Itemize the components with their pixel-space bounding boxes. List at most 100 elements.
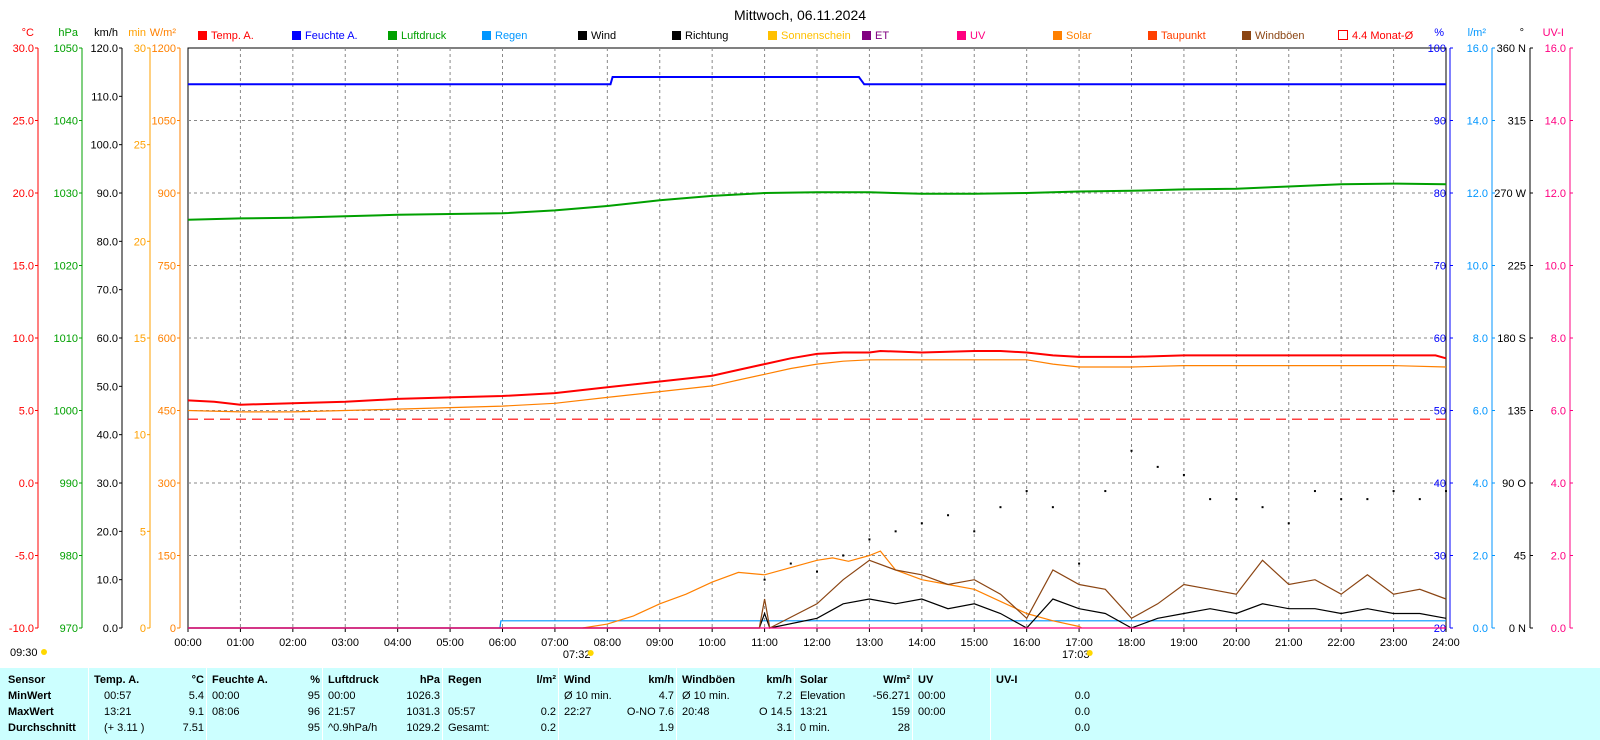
legend-label: Luftdruck	[401, 30, 447, 42]
table-cell: 13:21	[104, 706, 132, 718]
x-tick-label: 21:00	[1275, 637, 1303, 649]
x-tick-label: 15:00	[960, 637, 988, 649]
legend-swatch	[1242, 31, 1251, 40]
table-cell: 0 min.	[800, 722, 830, 734]
axis-unit-label: UV-I	[1543, 27, 1564, 39]
x-tick-label: 17:00	[1065, 637, 1093, 649]
x-tick-label: 12:00	[803, 637, 831, 649]
x-tick-label: 24:00	[1432, 637, 1460, 649]
direction-point	[999, 506, 1002, 509]
table-cell: 00:00	[918, 690, 946, 702]
axis-tick-label: 16.0	[1467, 43, 1488, 55]
table-divider	[322, 668, 323, 740]
legend-swatch	[482, 31, 491, 40]
series-line-windb-en	[188, 559, 1447, 629]
axis-tick-label: 315	[1508, 116, 1526, 128]
legend-swatch	[768, 31, 777, 40]
table-divider	[990, 668, 991, 740]
legend-label: UV	[970, 30, 986, 42]
table-cell: Ø 10 min.	[682, 690, 730, 702]
sun-marker-dot	[41, 649, 47, 655]
axis-unit-label: km/h	[94, 27, 118, 39]
series-line-taupunkt	[187, 359, 1447, 413]
sun-marker-label: 07:32	[563, 649, 591, 661]
x-tick-label: 05:00	[436, 637, 464, 649]
legend-item: Luftdruck	[388, 30, 446, 42]
direction-point	[1287, 522, 1290, 525]
axis-tick-label: 90.0	[97, 188, 118, 200]
x-tick-label: 13:00	[856, 637, 884, 649]
axis-tick-label: 30	[134, 43, 146, 55]
table-divider	[442, 668, 443, 740]
x-tick-label: 08:00	[594, 637, 622, 649]
table-cell: 7.2	[776, 690, 792, 702]
legend-swatch	[957, 31, 966, 40]
axis-tick-label: 90 O	[1502, 478, 1526, 490]
direction-point	[763, 578, 766, 581]
axis-tick-label: 0	[170, 623, 176, 635]
axis-tick-label: 750	[158, 261, 176, 273]
legend-swatch	[1148, 31, 1157, 40]
axis-tick-label: 970	[60, 623, 78, 635]
x-tick-label: 09:00	[646, 637, 674, 649]
legend-swatch	[388, 31, 397, 40]
axis-tick-label: 150	[158, 551, 176, 563]
table-cell: Luftdruck	[328, 674, 379, 686]
direction-point	[1261, 506, 1264, 509]
axes: °C 30.0 25.0 20.0 15.0 10.0 5.0 0.0 -5.0 -10.0 hPa…	[9, 27, 1573, 635]
table-cell: O-NO 7.6	[626, 706, 674, 718]
table-cell: km/h	[766, 674, 792, 686]
x-tick-label: 23:00	[1380, 637, 1408, 649]
axis-unit-label: min	[128, 27, 146, 39]
axis-tick-label: 6.0	[1473, 406, 1488, 418]
axis-tick-label: 1010	[54, 333, 78, 345]
axis-tick-label: 30.0	[13, 43, 34, 55]
direction-point	[1104, 490, 1107, 493]
direction-point	[1235, 498, 1238, 501]
axis-tick-label: 225	[1508, 261, 1526, 273]
axis-tick-label: 8.0	[1551, 333, 1566, 345]
legend-item: Sonnenschein	[768, 30, 851, 42]
axis-tick-label: 20.0	[97, 526, 118, 538]
direction-point	[947, 514, 950, 517]
x-tick-label: 07:00	[541, 637, 569, 649]
table-cell: Temp. A.	[94, 674, 140, 686]
axis-tick-label: 60.0	[97, 333, 118, 345]
direction-point	[1209, 498, 1212, 501]
direction-point	[920, 522, 923, 525]
table-cell: Solar	[800, 674, 828, 686]
table-cell: MinWert	[8, 690, 52, 702]
axis-tick-label: 0	[140, 623, 146, 635]
x-tick-label: 00:00	[174, 637, 202, 649]
axis-tick-label: 2.0	[1473, 551, 1488, 563]
table-cell: Gesamt:	[448, 722, 490, 734]
legend-item: Taupunkt	[1148, 30, 1206, 42]
table-divider	[558, 668, 559, 740]
legend-label: Taupunkt	[1161, 30, 1206, 42]
axis-tick-label: 20	[1434, 623, 1446, 635]
axis-tick-label: 20	[134, 236, 146, 248]
legend-label: ET	[875, 30, 890, 42]
legend-label: 4.4 Monat-Ø	[1352, 30, 1414, 42]
table-cell: 95	[307, 722, 320, 734]
axis-tick-label: 990	[60, 478, 78, 490]
table-cell: 7.51	[182, 722, 204, 734]
direction-point	[1182, 473, 1185, 476]
x-tick-label: 18:00	[1118, 637, 1146, 649]
axis-tick-label: 360 N	[1497, 43, 1526, 55]
x-tick-label: 22:00	[1327, 637, 1355, 649]
table-cell: Durchschnitt	[8, 722, 76, 734]
axis-tick-label: 14.0	[1467, 116, 1488, 128]
table-cell: 4.7	[658, 690, 674, 702]
axis-tick-label: 1050	[152, 116, 176, 128]
legend-label: Richtung	[685, 30, 729, 42]
table-cell: 96	[307, 706, 320, 718]
table-divider	[912, 668, 913, 740]
axis-tick-label: 1050	[54, 43, 78, 55]
axis-tick-label: 25.0	[13, 116, 34, 128]
table-cell: 0.0	[1074, 706, 1090, 718]
series	[187, 76, 1447, 629]
x-tick-label: 04:00	[384, 637, 412, 649]
legend-label: Regen	[495, 30, 528, 42]
table-cell: Sensor	[8, 674, 46, 686]
